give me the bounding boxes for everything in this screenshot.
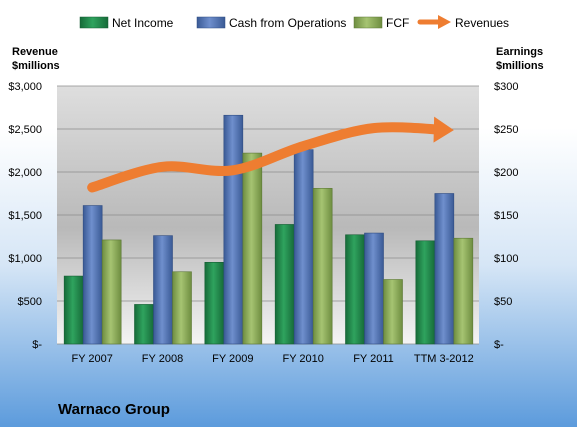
- bar-fcf: [242, 152, 263, 345]
- x-tick-label: FY 2009: [212, 353, 253, 365]
- legend-label-revenues: Revenues: [455, 16, 509, 30]
- x-tick-label: FY 2011: [353, 353, 394, 365]
- right-tick-label: $300: [494, 81, 518, 93]
- left-tick-label: $-: [32, 339, 42, 351]
- legend-swatch-revenues: [417, 15, 451, 29]
- left-axis-title-line2: $millions: [12, 60, 60, 72]
- bar-fcf: [101, 239, 122, 345]
- left-tick-label: $2,000: [8, 167, 42, 179]
- bar-cash-from-operations: [82, 205, 103, 345]
- legend: Net Income Cash from Operations FCF Reve…: [79, 15, 509, 30]
- right-axis-ticks: $- $50 $100 $150 $200 $250 $300: [494, 81, 518, 351]
- bar-net-income: [415, 240, 436, 345]
- bar-net-income: [63, 275, 84, 345]
- left-tick-label: $1,500: [8, 210, 42, 222]
- left-tick-label: $500: [18, 296, 42, 308]
- x-tick-label: TTM 3-2012: [414, 353, 474, 365]
- right-axis-title-line1: Earnings: [496, 46, 543, 58]
- bar-net-income: [204, 261, 225, 345]
- left-axis-ticks: $- $500 $1,000 $1,500 $2,000 $2,500 $3,000: [8, 81, 42, 351]
- x-axis-ticks: FY 2007 FY 2008 FY 2009 FY 2010 FY 2011 TTM 3…: [71, 353, 473, 365]
- revenue-line: [87, 122, 449, 193]
- legend-swatch-cash-from-operations: [196, 16, 226, 29]
- right-tick-label: $200: [494, 167, 518, 179]
- chart-title: Warnaco Group: [58, 401, 170, 418]
- bar-fcf: [383, 279, 403, 345]
- bar-cash-from-operations: [364, 232, 384, 345]
- bar-cash-from-operations: [434, 193, 455, 345]
- revenue-line-group: [87, 116, 454, 193]
- bar-cash-from-operations: [223, 114, 244, 345]
- revenue-line-arrowhead: [433, 116, 454, 143]
- right-tick-label: $-: [494, 339, 504, 351]
- right-tick-label: $100: [494, 253, 518, 265]
- bar-net-income: [274, 224, 295, 345]
- bar-net-income: [345, 234, 365, 345]
- x-tick-label: FY 2007: [71, 353, 112, 365]
- right-tick-label: $250: [494, 124, 518, 136]
- right-axis-title-line2: $millions: [496, 60, 544, 72]
- bar-cash-from-operations: [153, 235, 173, 345]
- left-tick-label: $2,500: [8, 124, 42, 136]
- legend-label-fcf: FCF: [386, 16, 409, 30]
- right-tick-label: $50: [494, 296, 512, 308]
- bar-fcf: [453, 237, 474, 345]
- legend-swatch-fcf: [353, 16, 383, 29]
- bars: [63, 114, 474, 345]
- legend-swatch-net-income: [79, 16, 109, 29]
- legend-label-net-income: Net Income: [112, 16, 174, 30]
- bar-fcf: [172, 271, 192, 345]
- left-tick-label: $3,000: [8, 81, 42, 93]
- left-axis-title-line1: Revenue: [12, 46, 58, 58]
- x-tick-label: FY 2008: [142, 353, 183, 365]
- bar-net-income: [134, 304, 154, 345]
- bar-fcf: [312, 188, 333, 345]
- legend-label-cash-from-operations: Cash from Operations: [229, 16, 346, 30]
- left-tick-label: $1,000: [8, 253, 42, 265]
- bar-cash-from-operations: [293, 149, 314, 345]
- x-tick-label: FY 2010: [282, 353, 323, 365]
- right-tick-label: $150: [494, 210, 518, 222]
